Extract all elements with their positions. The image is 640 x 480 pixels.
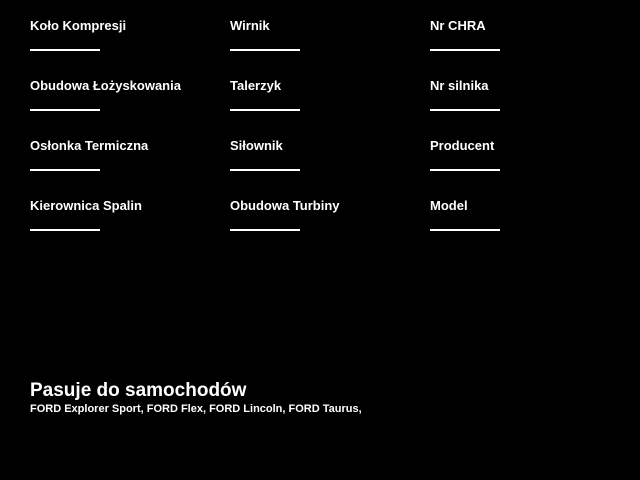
field-label: Wirnik [230, 18, 270, 33]
field-label: Nr silnika [430, 78, 489, 93]
field-value-line [230, 169, 300, 171]
field-label: Producent [430, 138, 495, 153]
field-label: Osłonka Termiczna [30, 138, 149, 153]
form-field-obudowa-lozyskowania: Obudowa Łożyskowania [30, 79, 230, 139]
field-value-line [30, 169, 100, 171]
form-field-kierownica-spalin: Kierownica Spalin [30, 199, 230, 259]
spec-grid: Koło Kompresji Wirnik Nr CHRA Obudowa Ło… [30, 19, 630, 259]
form-field-nr-chra: Nr CHRA [430, 19, 630, 79]
form-field-wirnik: Wirnik [230, 19, 430, 79]
field-value-line [430, 109, 500, 111]
field-label: Model [430, 198, 468, 213]
compatibility-cars-list: FORD Explorer Sport, FORD Flex, FORD Lin… [30, 403, 362, 415]
form-field-kolo-kompresji: Koło Kompresji [30, 19, 230, 79]
field-value-line [30, 109, 100, 111]
form-field-silownik: Siłownik [230, 139, 430, 199]
field-label: Siłownik [230, 138, 283, 153]
form-field-nr-silnika: Nr silnika [430, 79, 630, 139]
field-label: Obudowa Turbiny [230, 198, 340, 213]
field-label: Obudowa Łożyskowania [30, 78, 181, 93]
field-value-line [430, 229, 500, 231]
field-value-line [30, 229, 100, 231]
form-field-producent: Producent [430, 139, 630, 199]
form-field-model: Model [430, 199, 630, 259]
field-value-line [230, 109, 300, 111]
form-field-talerzyk: Talerzyk [230, 79, 430, 139]
field-value-line [30, 49, 100, 51]
field-label: Koło Kompresji [30, 18, 127, 33]
compatibility-heading: Pasuje do samochodów [30, 380, 247, 401]
field-value-line [430, 169, 500, 171]
field-label: Talerzyk [230, 78, 282, 93]
field-label: Nr CHRA [430, 18, 486, 33]
field-value-line [430, 49, 500, 51]
form-field-obudowa-turbiny: Obudowa Turbiny [230, 199, 430, 259]
compatibility-section: Pasuje do samochodów FORD Explorer Sport… [30, 380, 362, 416]
field-value-line [230, 229, 300, 231]
form-field-oslonka-termiczna: Osłonka Termiczna [30, 139, 230, 199]
field-label: Kierownica Spalin [30, 198, 142, 213]
field-value-line [230, 49, 300, 51]
